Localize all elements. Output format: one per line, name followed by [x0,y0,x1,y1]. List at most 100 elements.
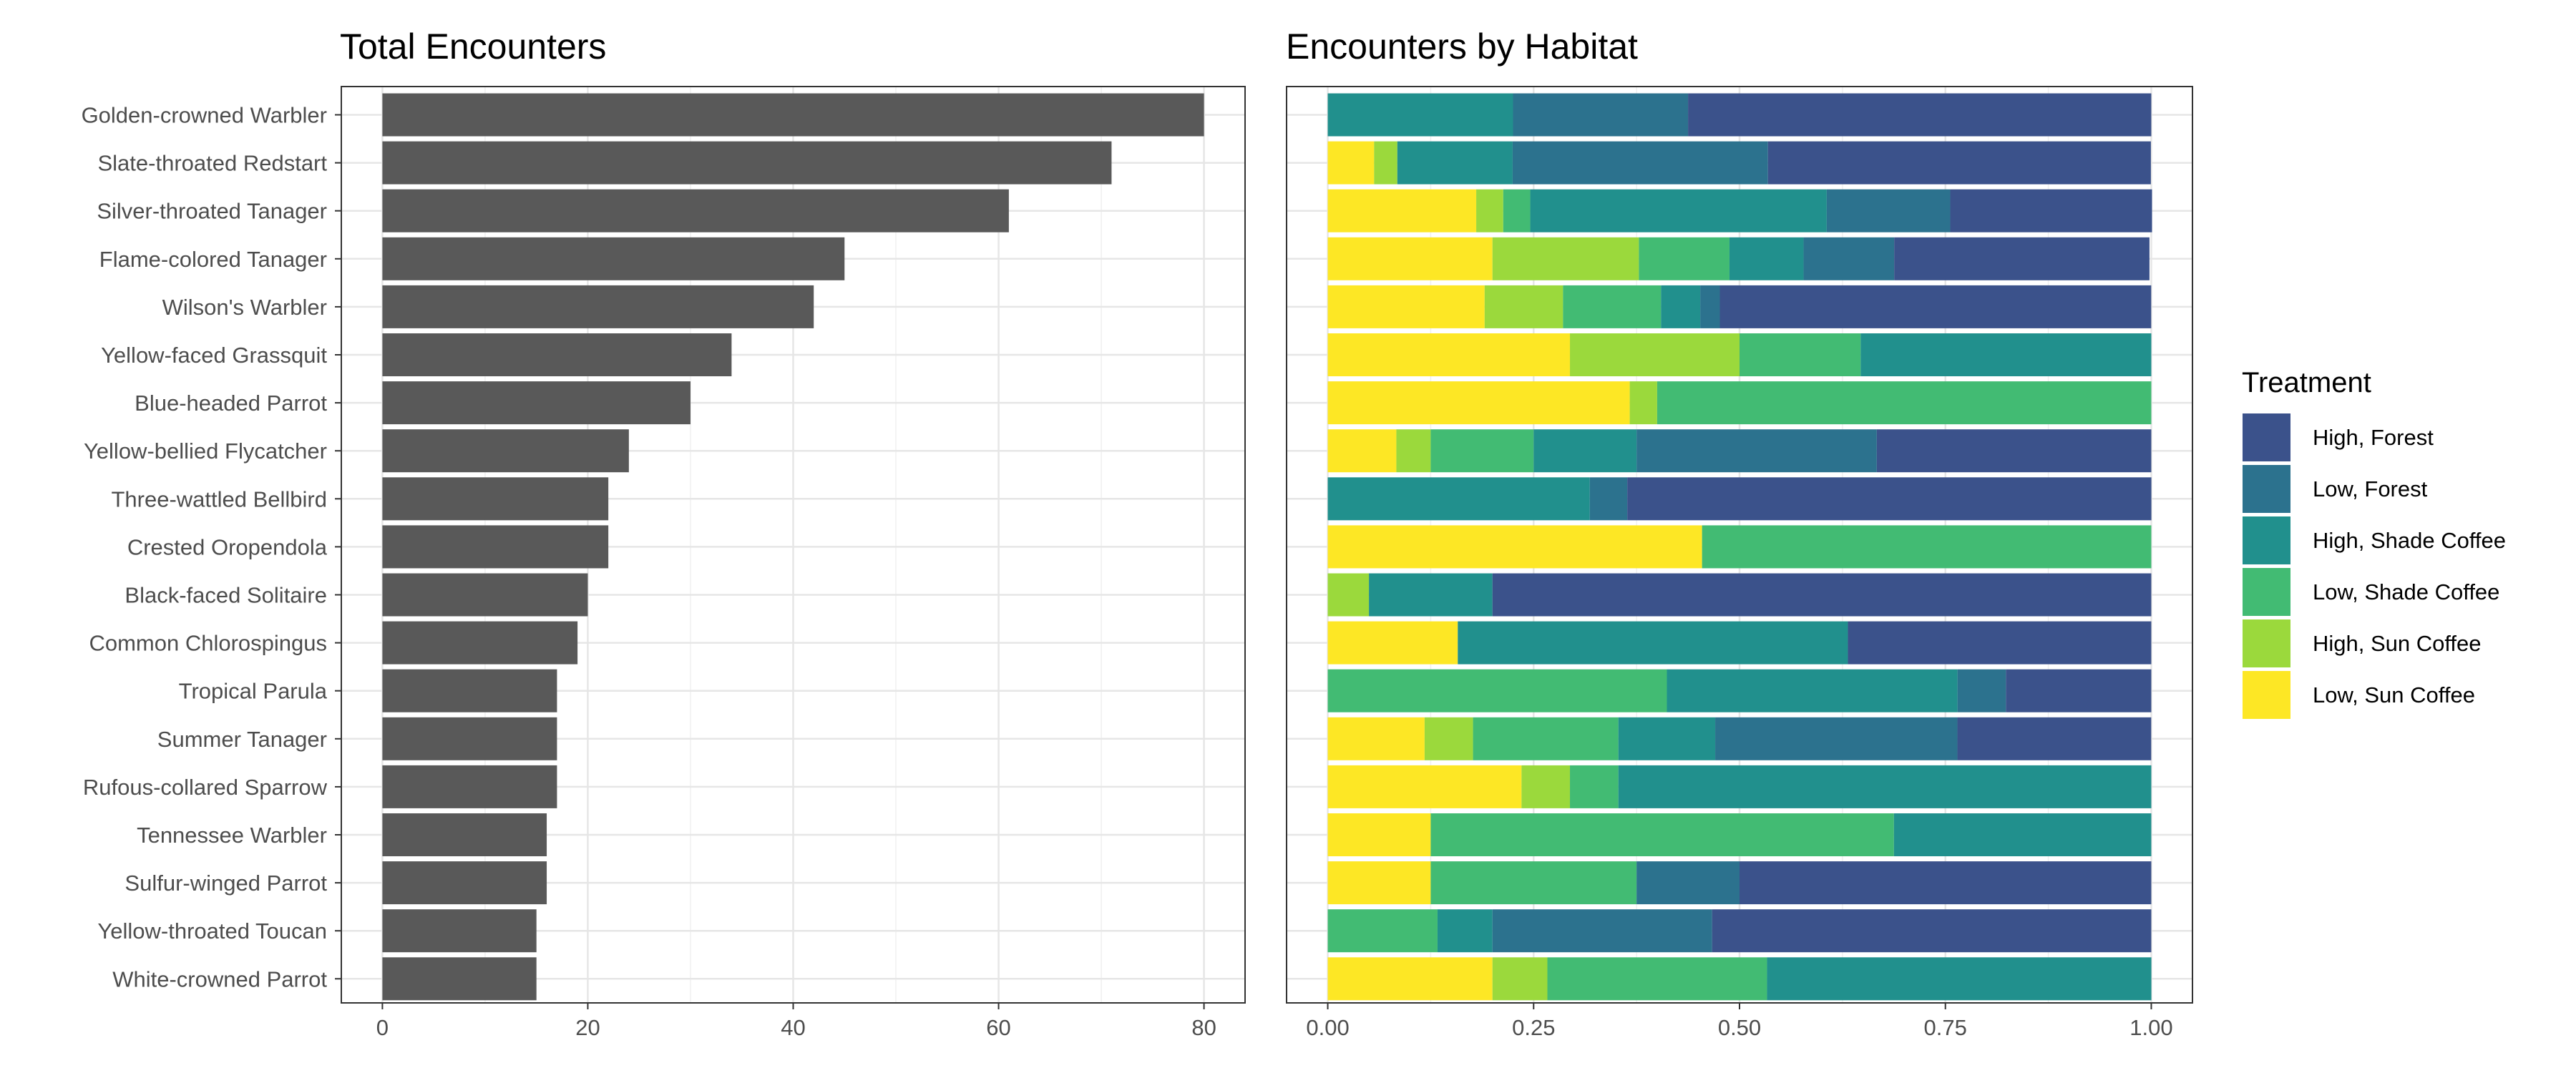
bar-tennessee-warbler [382,813,547,856]
segment-yellow-bellied-flycatcher-high-sun-coffee [1396,429,1431,473]
segment-silver-throated-tanager-low-shade-coffee [1503,189,1531,232]
category-label: Rufous-collared Sparrow [83,775,328,800]
bar-black-faced-solitaire [382,573,588,617]
segment-silver-throated-tanager-low-forest [1826,189,1951,232]
bar-blue-headed-parrot [382,381,691,425]
bar-sulfur-winged-parrot [382,861,547,905]
x-tick-label: 0.75 [1924,1015,1967,1040]
segment-white-crowned-parrot-low-shade-coffee [1547,957,1767,1001]
legend-label-low-shade-coffee: Low, Shade Coffee [2313,579,2499,604]
x-tick-label: 0.50 [1718,1015,1761,1040]
segment-common-chlorospingus-high-forest [1848,621,2152,665]
panel-encounters-by-habitat: Encounters by Habitat 0.00 0.25 0.50 0.75 1.… [1286,26,2193,1040]
segment-crested-oropendola-low-sun-coffee [1327,525,1702,569]
legend-swatch-high-forest [2243,413,2290,461]
segment-yellow-bellied-flycatcher-low-sun-coffee [1327,429,1397,473]
segment-wilson-s-warbler-low-forest [1700,285,1720,328]
bar-three-wattled-bellbird [382,477,609,521]
segment-tropical-parula-high-shade-coffee [1667,669,1958,712]
bar-common-chlorospingus [382,621,578,665]
x-tick-label: 0 [376,1015,389,1040]
segment-rufous-collared-sparrow-low-sun-coffee [1327,765,1522,808]
segment-summer-tanager-high-forest [1957,717,2152,760]
legend-label-high-sun-coffee: High, Sun Coffee [2313,631,2482,656]
x-tick-label: 60 [986,1015,1010,1040]
legend-items: High, Forest Low, Forest High, Shade Coffe… [2243,413,2506,719]
segment-slate-throated-redstart-low-forest [1512,141,1768,185]
segment-yellow-bellied-flycatcher-low-shade-coffee [1430,429,1534,473]
panel-total-encounters: Total Encounters Golden-crowned Warbler S… [82,26,1246,1040]
segment-black-faced-solitaire-high-shade-coffee [1369,573,1493,617]
bar-crested-oropendola [382,525,609,569]
legend: Treatment High, Forest Low, Forest High, S… [2242,367,2506,719]
segment-yellow-faced-grassquit-high-shade-coffee [1860,333,2152,376]
segment-sulfur-winged-parrot-low-sun-coffee [1327,861,1431,905]
segment-white-crowned-parrot-high-shade-coffee [1767,957,2152,1001]
category-label: Blue-headed Parrot [135,391,327,416]
category-label: Silver-throated Tanager [97,199,327,224]
legend-swatch-low-shade-coffee [2243,568,2290,616]
bar-summer-tanager [382,717,557,760]
category-label: White-crowned Parrot [112,966,327,991]
bar-flame-colored-tanager [382,237,845,280]
x-axis-total: 0 20 40 60 80 [376,1003,1216,1040]
segment-sulfur-winged-parrot-low-shade-coffee [1430,861,1637,905]
legend-label-low-sun-coffee: Low, Sun Coffee [2313,682,2475,707]
category-label: Wilson's Warbler [162,295,327,320]
x-tick-label: 80 [1191,1015,1216,1040]
segment-silver-throated-tanager-high-sun-coffee [1476,189,1503,232]
segment-yellow-bellied-flycatcher-high-forest [1876,429,2152,473]
segment-three-wattled-bellbird-high-forest [1627,477,2152,521]
category-label: Yellow-bellied Flycatcher [84,438,327,464]
bar-tropical-parula [382,669,557,712]
category-label: Tennessee Warbler [137,823,327,848]
segment-tennessee-warbler-high-shade-coffee [1893,813,2152,856]
x-tick-label: 20 [575,1015,600,1040]
legend-swatch-low-forest [2243,465,2290,513]
x-tick-label: 40 [781,1015,805,1040]
category-label: Crested Oropendola [127,534,328,559]
segment-flame-colored-tanager-low-shade-coffee [1639,237,1729,280]
segment-slate-throated-redstart-high-shade-coffee [1397,141,1513,185]
segment-rufous-collared-sparrow-high-shade-coffee [1618,765,2152,808]
bar-rufous-collared-sparrow [382,765,557,808]
legend-label-low-forest: Low, Forest [2313,476,2428,501]
category-label: Flame-colored Tanager [99,247,327,272]
segment-tennessee-warbler-low-shade-coffee [1430,813,1894,856]
segment-yellow-faced-grassquit-high-sun-coffee [1570,333,1740,376]
bars-total [382,93,1204,1001]
segment-wilson-s-warbler-low-sun-coffee [1327,285,1485,328]
segment-tropical-parula-high-forest [2006,669,2152,712]
segment-yellow-throated-toucan-high-shade-coffee [1437,909,1493,953]
category-label: Yellow-throated Toucan [97,918,327,944]
legend-swatch-high-shade-coffee [2243,516,2290,564]
segment-flame-colored-tanager-high-sun-coffee [1492,237,1639,280]
segment-summer-tanager-high-sun-coffee [1424,717,1473,760]
segment-yellow-faced-grassquit-low-shade-coffee [1740,333,1861,376]
segment-yellow-bellied-flycatcher-low-forest [1636,429,1877,473]
segment-tennessee-warbler-low-sun-coffee [1327,813,1431,856]
panel-title-habitat: Encounters by Habitat [1286,26,1638,67]
bar-silver-throated-tanager [382,189,1009,232]
segment-summer-tanager-high-shade-coffee [1618,717,1716,760]
segment-black-faced-solitaire-high-forest [1492,573,2152,617]
segment-silver-throated-tanager-high-shade-coffee [1530,189,1827,232]
category-label: Common Chlorospingus [89,631,327,656]
segment-yellow-bellied-flycatcher-high-shade-coffee [1533,429,1637,473]
bar-wilson-s-warbler [382,285,814,328]
segment-common-chlorospingus-low-sun-coffee [1327,621,1458,665]
segment-rufous-collared-sparrow-high-sun-coffee [1521,765,1571,808]
category-label: Black-faced Solitaire [125,583,327,608]
segment-three-wattled-bellbird-low-forest [1589,477,1628,521]
category-label: Sulfur-winged Parrot [125,871,327,896]
segment-tropical-parula-low-shade-coffee [1327,669,1667,712]
legend-title: Treatment [2242,367,2371,398]
segment-wilson-s-warbler-low-shade-coffee [1563,285,1662,328]
segment-tropical-parula-low-forest [1957,669,2006,712]
segment-summer-tanager-low-shade-coffee [1473,717,1619,760]
segment-common-chlorospingus-high-shade-coffee [1458,621,1848,665]
legend-label-high-shade-coffee: High, Shade Coffee [2313,528,2506,553]
bar-golden-crowned-warbler [382,93,1204,137]
segment-summer-tanager-low-forest [1715,717,1958,760]
